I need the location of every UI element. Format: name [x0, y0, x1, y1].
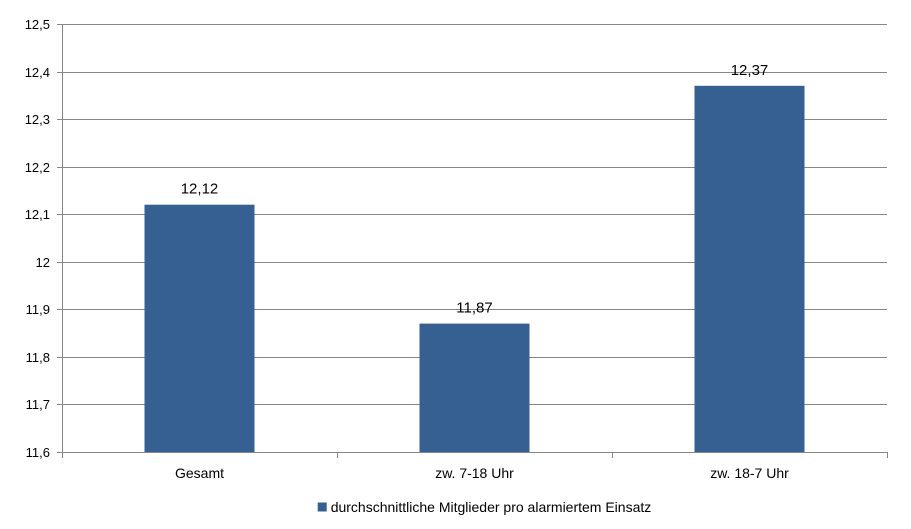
- x-category-label: Gesamt: [175, 465, 224, 481]
- legend: durchschnittliche Mitglieder pro alarmie…: [317, 499, 652, 515]
- bars: [144, 85, 805, 453]
- bar-1: [144, 204, 255, 452]
- data-label: 11,87: [456, 300, 492, 317]
- y-tick-label: 11,6: [26, 445, 50, 460]
- legend-swatch: [317, 502, 327, 512]
- axes: 11,6 11,7 11,8 11,9 12 12,1 12,2 12,3 12,4 12,5: [25, 17, 888, 460]
- y-tick-label: 12,5: [25, 17, 50, 32]
- y-tick-label: 12: [36, 255, 50, 270]
- bar-2: [419, 323, 530, 452]
- legend-label: durchschnittliche Mitglieder pro alarmie…: [331, 499, 652, 515]
- y-tick-label: 12,3: [25, 112, 50, 127]
- labels: 12,12 Gesamt 11,87 zw. 7-18 Uhr 12,37 zw. 18-…: [175, 62, 789, 481]
- y-tick-label: 12,1: [25, 207, 50, 222]
- y-tick-label: 12,4: [25, 65, 50, 80]
- y-tick-label: 11,7: [26, 397, 50, 412]
- y-tick-label: 11,9: [26, 302, 50, 317]
- data-label: 12,37: [731, 62, 769, 79]
- y-tick-label: 12,2: [25, 160, 50, 175]
- data-label: 12,12: [181, 181, 219, 198]
- x-category-label: zw. 18-7 Uhr: [710, 465, 789, 481]
- y-tick-label: 11,8: [26, 350, 50, 365]
- bar-3: [694, 85, 805, 453]
- x-category-label: zw. 7-18 Uhr: [435, 465, 514, 481]
